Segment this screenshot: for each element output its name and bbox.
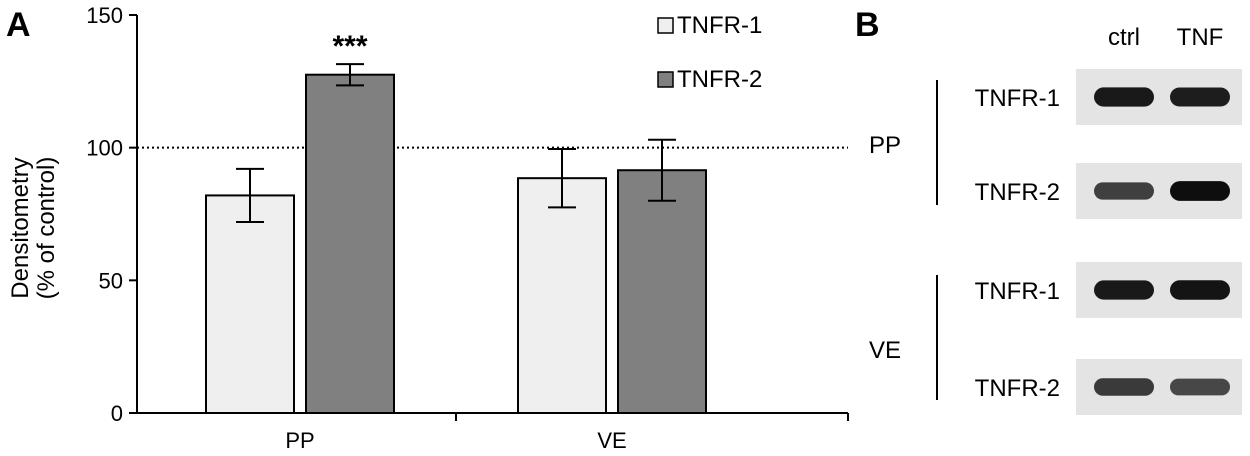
legend-label-tnfr-2: TNFR-2 [677,66,762,93]
blot-content: ctrl TNF PP TNFR-1 TNFR-2 VE TNFR-1 TNFR-2 [869,24,1242,415]
y-axis-label-line-1: Densitometry [7,157,34,298]
legend-swatch-tnfr-2 [657,71,674,88]
significance-label: *** [332,30,367,63]
blot-band [1170,87,1230,107]
bar-tnfr-2-ve [617,169,707,414]
blot-band [1094,280,1154,300]
blot-band [1094,182,1154,200]
blot-band [1170,280,1230,300]
blot-band [1170,181,1230,201]
panel-b-western-blot: B ctrl TNF PP TNFR-1 TNFR-2 VE TNFR-1 TNFR-2 [855,6,1242,415]
panel-a-label: A [6,6,31,44]
legend-label-tnfr-1: TNFR-1 [677,12,762,39]
y-axis-label: Densitometry (% of control) [7,157,60,300]
bar-tnfr-1-pp [205,194,295,414]
blot-row-label: TNFR-2 [975,179,1060,206]
blot-group-label: VE [869,337,901,364]
blot-row-label: TNFR-1 [975,85,1060,112]
blot-group-label: PP [869,132,901,159]
blot-column-header: ctrl [1108,24,1140,51]
bar-tnfr-1-ve [517,177,607,414]
bar-tnfr-2-pp [305,73,395,414]
legend-swatch-tnfr-1 [657,17,674,34]
y-tick-label: 100 [86,136,123,161]
blot-column-header: TNF [1177,24,1224,51]
panel-b-label: B [855,6,880,44]
panel-a-bar-chart: A Densitometry (% of control) 0 50 100 150 P… [6,3,849,453]
blot-band [1170,378,1230,396]
y-axis-label-line-2: (% of control) [33,157,60,300]
chart-bars: *** [205,30,707,414]
blot-band [1094,87,1154,107]
y-tick-label: 50 [99,268,123,293]
y-tick-label: 150 [86,3,123,28]
chart-legend: TNFR-1 TNFR-2 [657,12,762,93]
x-tick-label: VE [597,428,626,453]
blot-row-label: TNFR-2 [975,375,1060,402]
x-tick-label: PP [285,428,314,453]
blot-row-label: TNFR-1 [975,278,1060,305]
blot-band [1094,378,1154,396]
y-tick-label: 0 [111,401,123,426]
